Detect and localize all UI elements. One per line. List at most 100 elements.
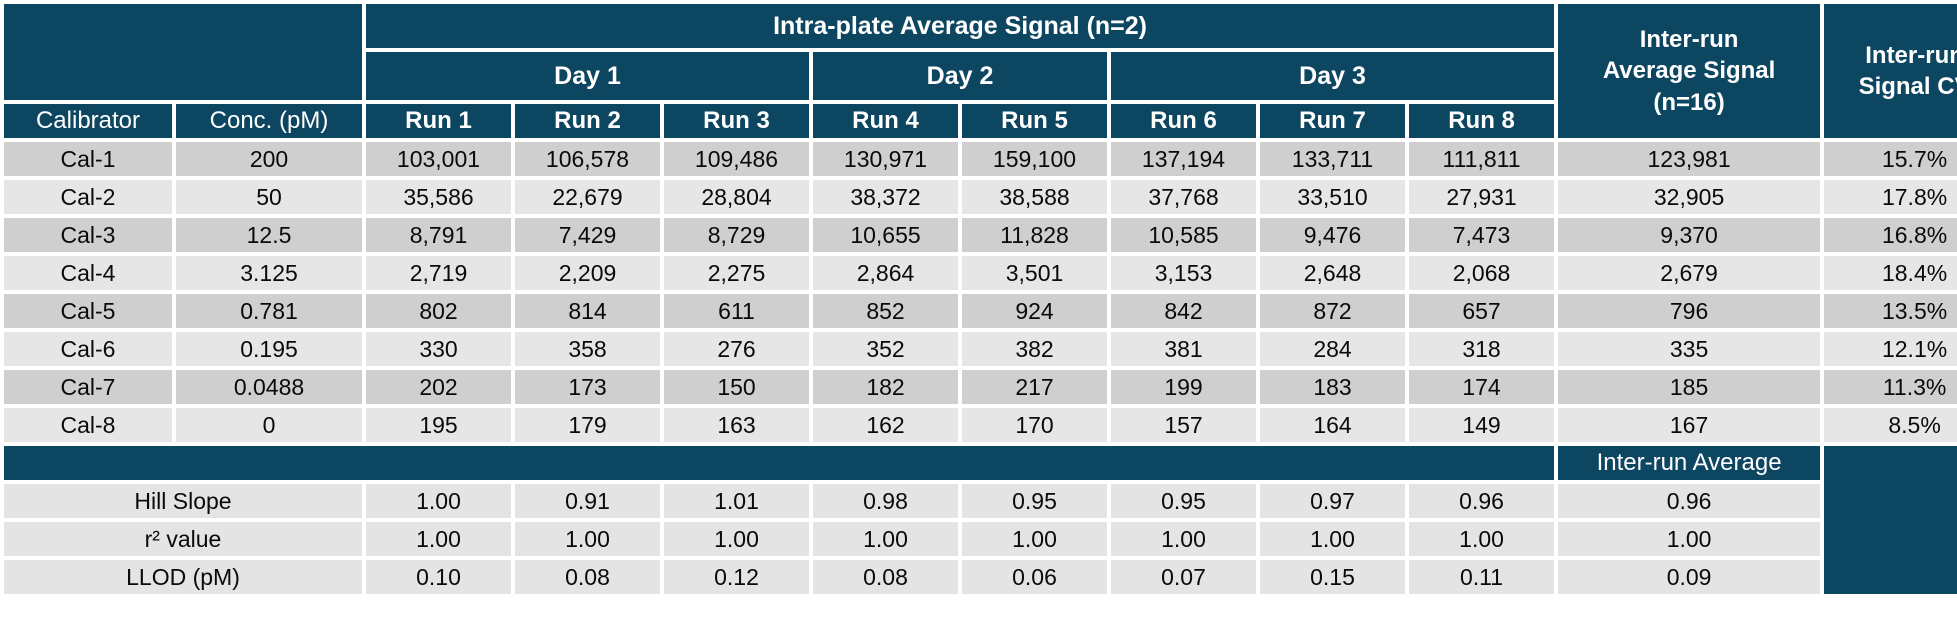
run4-header: Run 4: [813, 104, 958, 138]
signal-cell: 22,679: [515, 180, 660, 214]
signal-cell: 38,372: [813, 180, 958, 214]
stat-cell: 0.08: [515, 560, 660, 594]
inter-run-avg-cell: 335: [1558, 332, 1821, 366]
signal-cell: 2,068: [1409, 256, 1555, 290]
signal-cell: 33,510: [1260, 180, 1405, 214]
signal-cell: 130,971: [813, 142, 958, 176]
signal-cell: 111,811: [1409, 142, 1555, 176]
signal-cell: 381: [1111, 332, 1256, 366]
table-row-cal3: Cal-3 12.5 8,791 7,429 8,729 10,655 11,8…: [4, 218, 1957, 252]
signal-cell: 170: [962, 408, 1107, 442]
table-row-cal8: Cal-8 0 195 179 163 162 170 157 164 149 …: [4, 408, 1957, 442]
signal-cell: 2,864: [813, 256, 958, 290]
stat-inter-run-avg-cell: 0.09: [1558, 560, 1821, 594]
signal-cell: 2,275: [664, 256, 809, 290]
signal-cell: 2,648: [1260, 256, 1405, 290]
stat-cell: 1.00: [962, 522, 1107, 556]
inter-run-avg-cell: 796: [1558, 294, 1821, 328]
stat-cell: 0.96: [1409, 484, 1555, 518]
table-row-cal2: Cal-2 50 35,586 22,679 28,804 38,372 38,…: [4, 180, 1957, 214]
day1-header: Day 1: [366, 52, 809, 100]
calibration-results-table: Intra-plate Average Signal (n=2) Inter-r…: [4, 4, 1957, 594]
calibrator-cell: Cal-8: [4, 408, 172, 442]
cv-cell: 8.5%: [1824, 408, 1957, 442]
signal-cell: 2,209: [515, 256, 660, 290]
stat-cell: 0.98: [813, 484, 958, 518]
stat-cell: 1.00: [664, 522, 809, 556]
calibrator-cell: Cal-7: [4, 370, 172, 404]
inter-run-avg-cell: 2,679: [1558, 256, 1821, 290]
conc-cell: 3.125: [176, 256, 362, 290]
signal-cell: 182: [813, 370, 958, 404]
signal-cell: 106,578: [515, 142, 660, 176]
signal-cell: 352: [813, 332, 958, 366]
signal-cell: 103,001: [366, 142, 511, 176]
stat-cell: 0.06: [962, 560, 1107, 594]
signal-cell: 163: [664, 408, 809, 442]
table-row-cal7: Cal-7 0.0488 202 173 150 182 217 199 183…: [4, 370, 1957, 404]
inter-run-avg-header: Inter-run Average Signal (n=16): [1558, 4, 1821, 138]
signal-cell: 10,655: [813, 218, 958, 252]
stat-cell: 1.00: [515, 522, 660, 556]
calibrator-cell: Cal-2: [4, 180, 172, 214]
table-row-cal5: Cal-5 0.781 802 814 611 852 924 842 872 …: [4, 294, 1957, 328]
signal-cell: 814: [515, 294, 660, 328]
signal-cell: 8,791: [366, 218, 511, 252]
signal-cell: 7,473: [1409, 218, 1555, 252]
signal-cell: 382: [962, 332, 1107, 366]
signal-cell: 179: [515, 408, 660, 442]
cv-cell: 15.7%: [1824, 142, 1957, 176]
signal-cell: 924: [962, 294, 1107, 328]
signal-cell: 358: [515, 332, 660, 366]
header-row-columns: Calibrator Conc. (pM) Run 1 Run 2 Run 3 …: [4, 104, 1957, 138]
calibrator-cell: Cal-6: [4, 332, 172, 366]
calibrator-cell: Cal-1: [4, 142, 172, 176]
header-row-days: Day 1 Day 2 Day 3: [4, 52, 1957, 100]
stat-inter-run-avg-cell: 1.00: [1558, 522, 1821, 556]
conc-cell: 0.195: [176, 332, 362, 366]
inter-run-average-label: Inter-run Average: [1558, 446, 1821, 480]
signal-cell: 318: [1409, 332, 1555, 366]
signal-cell: 611: [664, 294, 809, 328]
inter-run-avg-cell: 123,981: [1558, 142, 1821, 176]
run5-header: Run 5: [962, 104, 1107, 138]
cv-cell: 18.4%: [1824, 256, 1957, 290]
cv-cell: 17.8%: [1824, 180, 1957, 214]
signal-cell: 28,804: [664, 180, 809, 214]
signal-cell: 27,931: [1409, 180, 1555, 214]
signal-cell: 109,486: [664, 142, 809, 176]
calibrator-col-header: Calibrator: [4, 104, 172, 138]
conc-cell: 12.5: [176, 218, 362, 252]
stat-label: LLOD (pM): [4, 560, 362, 594]
signal-cell: 10,585: [1111, 218, 1256, 252]
signal-cell: 159,100: [962, 142, 1107, 176]
day3-header: Day 3: [1111, 52, 1555, 100]
signal-cell: 11,828: [962, 218, 1107, 252]
conc-cell: 200: [176, 142, 362, 176]
stat-cell: 1.00: [1260, 522, 1405, 556]
stat-label: Hill Slope: [4, 484, 362, 518]
signal-cell: 276: [664, 332, 809, 366]
table-row-cal4: Cal-4 3.125 2,719 2,209 2,275 2,864 3,50…: [4, 256, 1957, 290]
stat-cell: 0.07: [1111, 560, 1256, 594]
table-row-cal6: Cal-6 0.195 330 358 276 352 382 381 284 …: [4, 332, 1957, 366]
inter-run-avg-cell: 167: [1558, 408, 1821, 442]
stats-row-r2-value: r² value 1.00 1.00 1.00 1.00 1.00 1.00 1…: [4, 522, 1957, 556]
signal-cell: 149: [1409, 408, 1555, 442]
signal-cell: 183: [1260, 370, 1405, 404]
signal-cell: 133,711: [1260, 142, 1405, 176]
day2-header: Day 2: [813, 52, 1107, 100]
signal-cell: 150: [664, 370, 809, 404]
calibrator-cell: Cal-3: [4, 218, 172, 252]
stat-cell: 0.11: [1409, 560, 1555, 594]
signal-cell: 842: [1111, 294, 1256, 328]
stat-cell: 0.12: [664, 560, 809, 594]
signal-cell: 3,153: [1111, 256, 1256, 290]
stat-cell: 0.97: [1260, 484, 1405, 518]
signal-cell: 872: [1260, 294, 1405, 328]
stat-cell: 0.10: [366, 560, 511, 594]
corner-blank-cell: [4, 4, 362, 100]
stats-row-llod: LLOD (pM) 0.10 0.08 0.12 0.08 0.06 0.07 …: [4, 560, 1957, 594]
signal-cell: 137,194: [1111, 142, 1256, 176]
conc-cell: 0.781: [176, 294, 362, 328]
